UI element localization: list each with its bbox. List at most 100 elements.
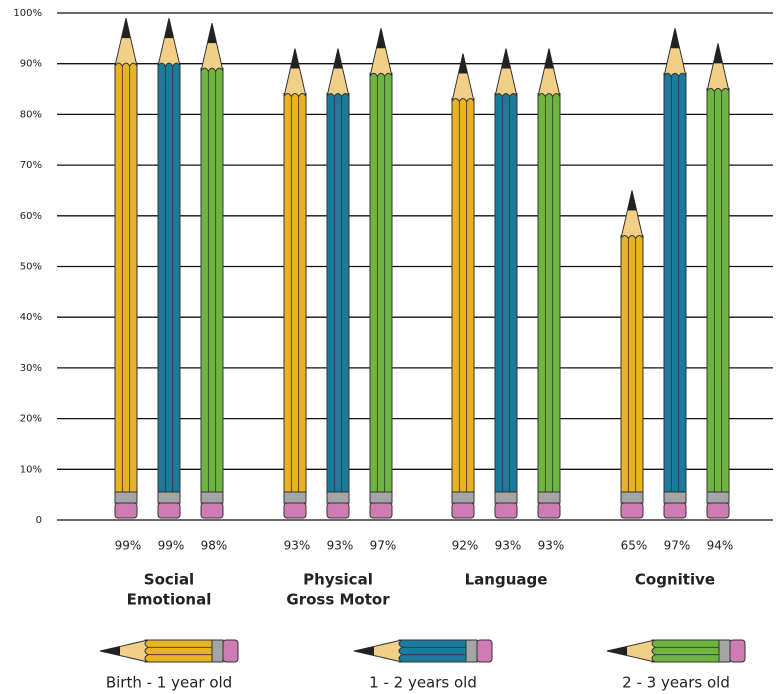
pencil-lead [376,28,386,49]
pencil-ferrule [663,491,687,504]
pencil-body [663,72,687,493]
pencil-bar [200,23,224,519]
legend-key [99,639,239,663]
y-tick-label: 40% [20,312,42,323]
pencil-wood [114,17,138,68]
pencil-body [326,92,350,493]
value-label: 99% [158,539,185,553]
pencil-ferrule [283,491,307,504]
pencil-wood [620,190,644,240]
y-tick-label: 10% [20,464,42,475]
pencil-bar [451,53,475,519]
pencil-bar [663,28,687,519]
pencil-bar [494,48,518,519]
value-label: 99% [115,539,142,553]
y-tick-label: 60% [20,211,42,222]
pencil-ferrule [451,491,475,504]
pencil-body [398,639,467,663]
pencil-ferrule [465,639,478,663]
pencil-bar [706,43,730,519]
pencil-bar [620,190,644,519]
legend-key [353,639,493,663]
pencil-wood [537,48,561,98]
pencil-lead [713,43,723,64]
pencil-wood [353,639,403,663]
value-label: 97% [370,539,397,553]
category-label: Emotional [127,591,212,609]
pencil-bar [157,17,181,519]
pencil-bar [326,48,350,519]
pencil-ferrule [157,491,181,504]
pencil-eraser [706,502,730,519]
legend-label: Birth - 1 year old [106,674,232,692]
pencil-wood [494,48,518,98]
pencil-ferrule [211,639,224,663]
pencil-wood [99,639,149,663]
pencil-ferrule [369,491,393,504]
value-label: 98% [201,539,228,553]
pencil-lead [121,18,131,39]
pencil-ferrule [200,491,224,504]
pencil-wood [606,639,656,663]
pencil-lead [458,53,468,74]
category-label: Social [144,571,194,589]
pencil-lead [354,646,374,656]
legend-key [606,639,746,663]
value-label: 94% [707,539,734,553]
pencil-wood [200,23,224,73]
y-tick-label: 100% [13,8,42,19]
pencil-lead [670,28,680,49]
value-label: 97% [664,539,691,553]
pencil-lead [501,48,511,69]
y-tick-label: 80% [20,109,42,120]
category-label: Cognitive [635,571,715,589]
pencil-body [144,639,213,663]
pencil-body [537,92,561,493]
pencil-lead [164,18,174,39]
pencil-wood [157,17,181,68]
pencil-wood [369,28,393,78]
pencil-lead [607,646,627,656]
value-label: 93% [495,539,522,553]
y-tick-label: 70% [20,160,42,171]
y-tick-label: 90% [20,59,42,70]
pencil-eraser [663,502,687,519]
y-tick-label: 50% [20,262,42,273]
pencil-eraser [729,639,746,663]
pencil-eraser [494,502,518,519]
pencil-wood [451,53,475,103]
pencil-wood [663,28,687,78]
pencil-lead [100,646,120,656]
pencil-eraser [620,502,644,519]
pencil-lead [627,190,637,211]
value-label: 93% [327,539,354,553]
pencil-ferrule [718,639,731,663]
pencil-eraser [157,502,181,519]
pencil-body [706,87,730,493]
pencil-body [283,92,307,493]
pencil-eraser [326,502,350,519]
pencil-wood [283,48,307,98]
pencil-bar [537,48,561,519]
pencil-eraser [451,502,475,519]
pencil-ferrule [706,491,730,504]
pencil-ferrule [620,491,644,504]
pencil-body [651,639,720,663]
pencil-bar [114,17,138,519]
pencil-eraser [222,639,239,663]
pencil-body [200,67,224,493]
pencil-eraser [114,502,138,519]
y-tick-label: 0 [36,515,42,526]
pencil-body [114,62,138,493]
pencil-eraser [537,502,561,519]
value-label: 65% [621,539,648,553]
pencil-ferrule [114,491,138,504]
value-label: 93% [284,539,311,553]
pencil-body [494,92,518,493]
pencil-bar [283,48,307,519]
value-label: 93% [538,539,565,553]
pencil-lead [290,48,300,69]
pencil-body [620,234,644,493]
pencil-lead [207,23,217,44]
